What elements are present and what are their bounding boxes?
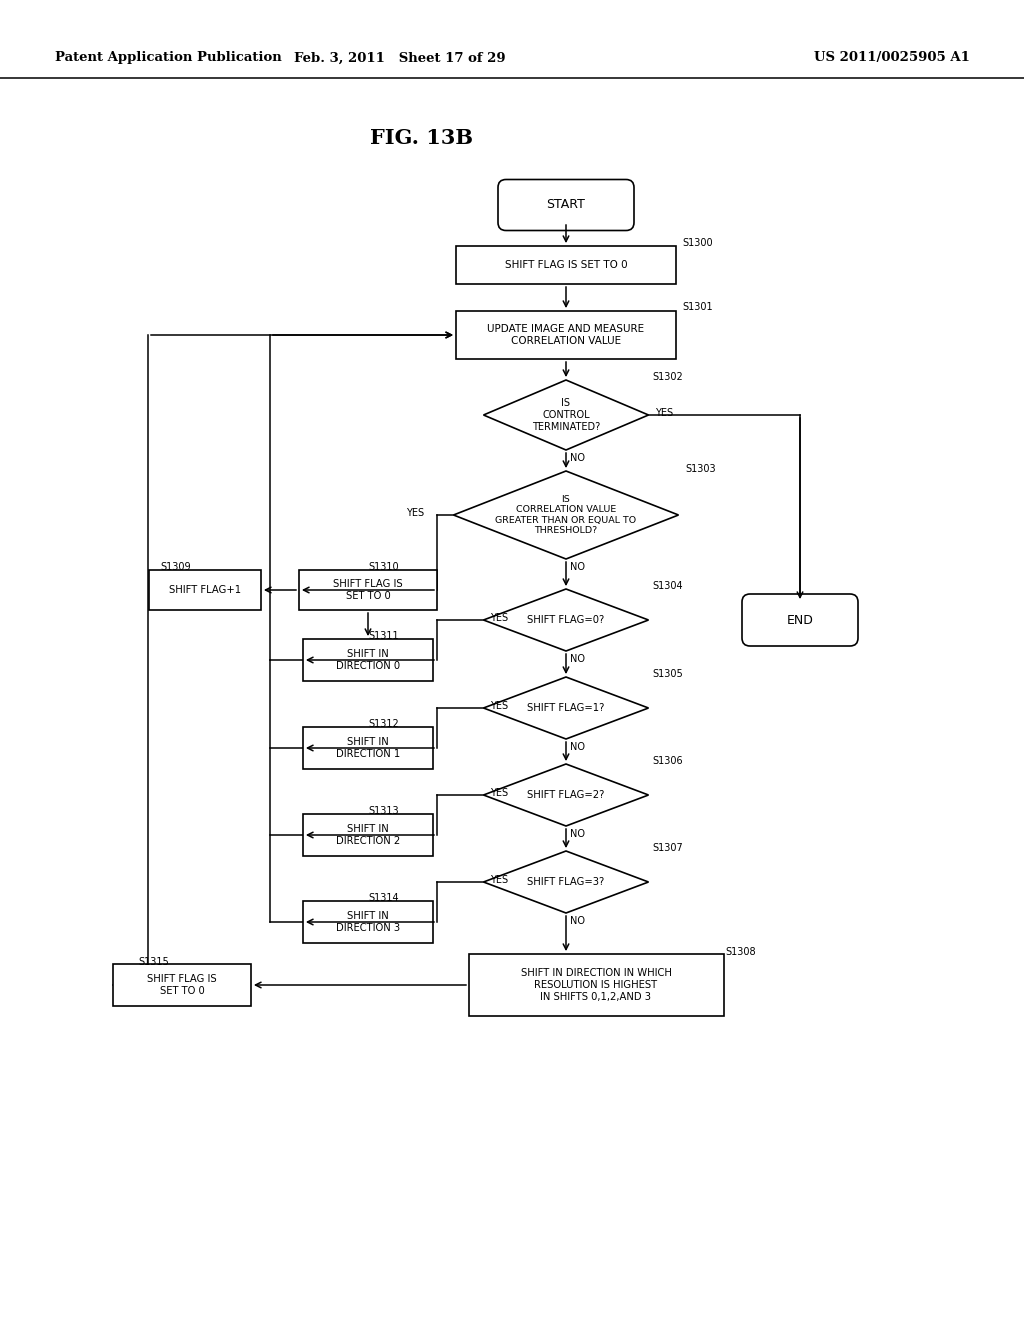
Text: YES: YES [490,788,508,799]
Text: IS
CORRELATION VALUE
GREATER THAN OR EQUAL TO
THRESHOLD?: IS CORRELATION VALUE GREATER THAN OR EQU… [496,495,637,535]
Text: S1305: S1305 [652,669,683,678]
Text: S1307: S1307 [652,843,683,853]
Text: S1312: S1312 [368,719,398,729]
Text: YES: YES [655,408,673,418]
Text: SHIFT FLAG IS
SET TO 0: SHIFT FLAG IS SET TO 0 [333,578,402,601]
Text: SHIFT FLAG=1?: SHIFT FLAG=1? [527,704,605,713]
Text: S1308: S1308 [725,946,756,957]
Text: YES: YES [490,612,508,623]
Text: SHIFT IN DIRECTION IN WHICH
RESOLUTION IS HIGHEST
IN SHIFTS 0,1,2,AND 3: SHIFT IN DIRECTION IN WHICH RESOLUTION I… [520,968,672,1002]
Polygon shape [483,380,648,450]
Bar [469,954,724,1016]
Text: US 2011/0025905 A1: US 2011/0025905 A1 [814,51,970,65]
Text: S1306: S1306 [652,756,683,766]
Text: Patent Application Publication: Patent Application Publication [55,51,282,65]
FancyBboxPatch shape [498,180,634,231]
Text: S1310: S1310 [368,562,398,572]
Text: YES: YES [490,875,508,884]
Text: SHIFT FLAG IS
SET TO 0: SHIFT FLAG IS SET TO 0 [147,974,217,997]
Text: NO: NO [570,653,585,664]
Bar [456,312,676,359]
Text: SHIFT FLAG IS SET TO 0: SHIFT FLAG IS SET TO 0 [505,260,628,271]
Text: END: END [786,614,813,627]
Text: NO: NO [570,916,585,927]
Text: NO: NO [570,453,585,463]
Text: Feb. 3, 2011   Sheet 17 of 29: Feb. 3, 2011 Sheet 17 of 29 [294,51,506,65]
Bar [303,727,433,770]
Text: SHIFT FLAG=3?: SHIFT FLAG=3? [527,876,604,887]
Text: S1313: S1313 [368,807,398,816]
Text: FIG. 13B: FIG. 13B [370,128,473,148]
Polygon shape [483,677,648,739]
Bar [456,246,676,284]
Polygon shape [454,471,679,558]
Text: IS
CONTROL
TERMINATED?: IS CONTROL TERMINATED? [531,399,600,432]
Text: S1302: S1302 [652,372,683,381]
Text: START: START [547,198,586,211]
Text: SHIFT IN
DIRECTION 3: SHIFT IN DIRECTION 3 [336,911,400,933]
Text: S1300: S1300 [682,238,713,248]
Bar [303,902,433,942]
Text: UPDATE IMAGE AND MEASURE
CORRELATION VALUE: UPDATE IMAGE AND MEASURE CORRELATION VAL… [487,323,644,346]
Text: SHIFT FLAG+1: SHIFT FLAG+1 [169,585,241,595]
Text: NO: NO [570,562,585,572]
Text: S1311: S1311 [368,631,398,642]
Text: S1301: S1301 [682,302,713,312]
FancyBboxPatch shape [742,594,858,645]
Text: SHIFT IN
DIRECTION 1: SHIFT IN DIRECTION 1 [336,737,400,759]
Polygon shape [483,764,648,826]
Polygon shape [483,851,648,913]
Text: YES: YES [406,508,424,517]
Text: SHIFT FLAG=0?: SHIFT FLAG=0? [527,615,604,624]
Bar [303,639,433,681]
Bar [113,964,251,1006]
Text: S1303: S1303 [685,465,716,474]
Text: S1315: S1315 [138,957,169,968]
Text: SHIFT FLAG=2?: SHIFT FLAG=2? [527,789,605,800]
Text: NO: NO [570,742,585,752]
Text: SHIFT IN
DIRECTION 2: SHIFT IN DIRECTION 2 [336,824,400,846]
Text: S1314: S1314 [368,894,398,903]
Text: NO: NO [570,829,585,840]
Polygon shape [483,589,648,651]
Text: SHIFT IN
DIRECTION 0: SHIFT IN DIRECTION 0 [336,649,400,671]
Bar [150,570,261,610]
Text: S1309: S1309 [160,562,190,572]
Bar [299,570,437,610]
Text: YES: YES [490,701,508,711]
Text: S1304: S1304 [652,581,683,591]
Bar [303,814,433,855]
